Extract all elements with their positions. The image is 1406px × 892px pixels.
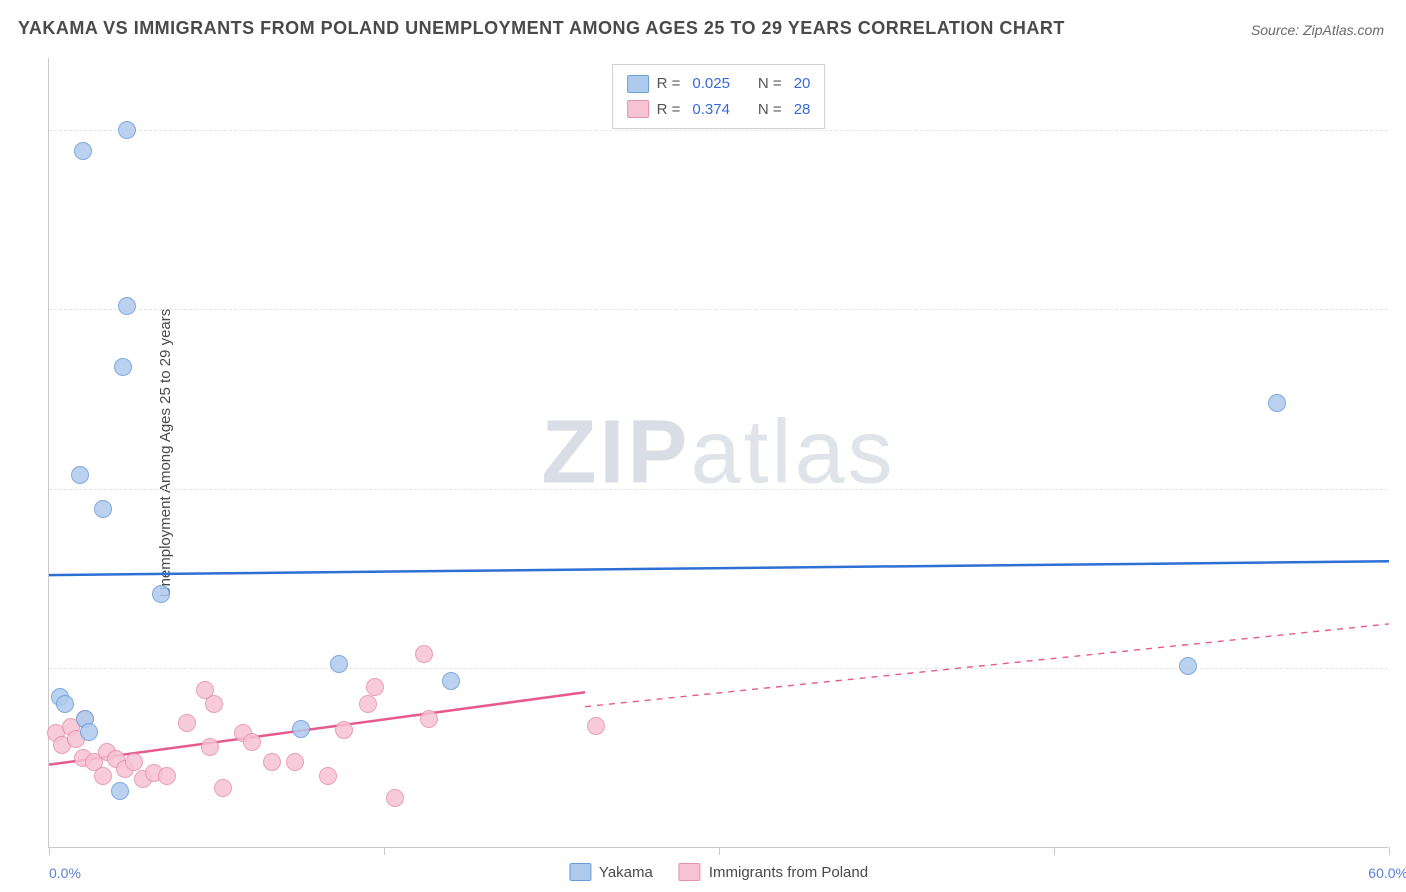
- data-point: [71, 466, 89, 484]
- data-point: [420, 710, 438, 728]
- legend-item: Yakama: [569, 863, 653, 881]
- data-point: [292, 720, 310, 738]
- legend-r-value: 0.374: [692, 97, 730, 123]
- data-point: [286, 753, 304, 771]
- legend-row: R = 0.374 N = 28: [627, 97, 811, 123]
- x-tick: [384, 847, 385, 855]
- chart-title: YAKAMA VS IMMIGRANTS FROM POLAND UNEMPLO…: [18, 18, 1065, 39]
- data-point: [94, 500, 112, 518]
- legend-n-value: 28: [794, 97, 811, 123]
- legend-swatch: [679, 863, 701, 881]
- data-point: [158, 767, 176, 785]
- gridline: [49, 309, 1388, 310]
- gridline: [49, 489, 1388, 490]
- legend-series: Yakama Immigrants from Poland: [569, 863, 868, 881]
- legend-swatch: [569, 863, 591, 881]
- legend-r-value: 0.025: [692, 71, 730, 97]
- data-point: [335, 721, 353, 739]
- data-point: [118, 297, 136, 315]
- gridline: [49, 130, 1388, 131]
- data-point: [243, 733, 261, 751]
- data-point: [1179, 657, 1197, 675]
- x-tick: [1054, 847, 1055, 855]
- data-point: [1268, 394, 1286, 412]
- legend-n-label: N =: [758, 71, 782, 97]
- watermark-thin: atlas: [690, 402, 895, 502]
- data-point: [442, 672, 460, 690]
- source-label: Source: ZipAtlas.com: [1251, 22, 1384, 38]
- x-tick: [719, 847, 720, 855]
- legend-n-value: 20: [794, 71, 811, 97]
- data-point: [205, 695, 223, 713]
- legend-swatch: [627, 75, 649, 93]
- data-point: [386, 789, 404, 807]
- data-point: [178, 714, 196, 732]
- data-point: [366, 678, 384, 696]
- data-point: [415, 645, 433, 663]
- legend-label: Immigrants from Poland: [709, 864, 868, 881]
- data-point: [214, 779, 232, 797]
- scatter-plot: ZIPatlas Unemployment Among Ages 25 to 2…: [48, 58, 1388, 848]
- legend-correlation: R = 0.025 N = 20 R = 0.374 N = 28: [612, 64, 826, 129]
- watermark-bold: ZIP: [541, 402, 690, 502]
- data-point: [201, 738, 219, 756]
- x-tick: [49, 847, 50, 855]
- data-point: [111, 782, 129, 800]
- data-point: [152, 585, 170, 603]
- x-axis-min-label: 0.0%: [49, 865, 81, 881]
- data-point: [80, 723, 98, 741]
- legend-r-label: R =: [657, 97, 681, 123]
- x-tick: [1389, 847, 1390, 855]
- legend-r-label: R =: [657, 71, 681, 97]
- data-point: [118, 121, 136, 139]
- x-axis-max-label: 60.0%: [1368, 865, 1406, 881]
- data-point: [125, 753, 143, 771]
- data-point: [359, 695, 377, 713]
- data-point: [587, 717, 605, 735]
- data-point: [263, 753, 281, 771]
- data-point: [56, 695, 74, 713]
- data-point: [94, 767, 112, 785]
- legend-row: R = 0.025 N = 20: [627, 71, 811, 97]
- legend-swatch: [627, 100, 649, 118]
- data-point: [74, 142, 92, 160]
- legend-n-label: N =: [758, 97, 782, 123]
- data-point: [319, 767, 337, 785]
- legend-label: Yakama: [599, 864, 653, 881]
- legend-item: Immigrants from Poland: [679, 863, 868, 881]
- y-axis-title: Unemployment Among Ages 25 to 29 years: [157, 308, 174, 597]
- data-point: [330, 655, 348, 673]
- data-point: [114, 358, 132, 376]
